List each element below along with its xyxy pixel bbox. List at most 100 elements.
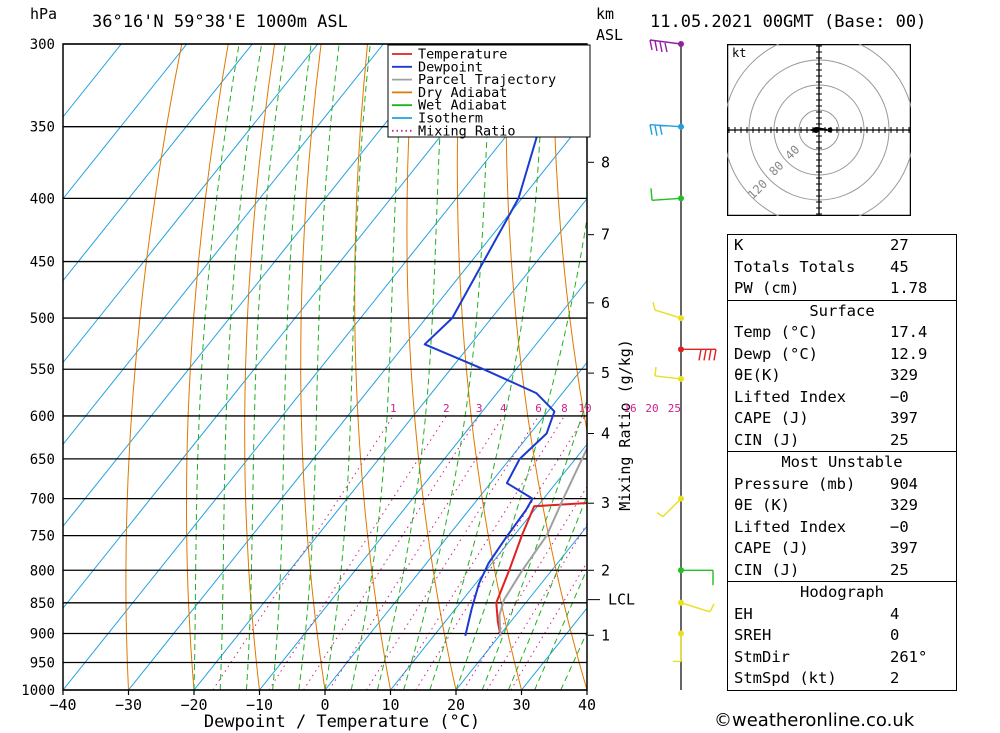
km-tick-label: 7: [601, 226, 610, 244]
mu-row: Lifted Index −0: [728, 517, 956, 539]
mixing-ratio-line: [365, 415, 539, 690]
wind-barb: [652, 301, 682, 319]
wind-level-dot: [678, 123, 684, 130]
totals-totals-value: 45: [890, 257, 909, 276]
legend-label: Dry Adiabat: [418, 85, 507, 101]
mixing-ratio-label: 2: [443, 402, 450, 415]
mu-li-value: −0: [890, 517, 909, 536]
dry-adiabat-line: [186, 44, 229, 690]
surface-row: θE(K) 329: [728, 365, 956, 387]
pressure-tick-label: 400: [30, 191, 55, 207]
km-tick-label: 8: [601, 153, 610, 171]
x-tick-label: −20: [180, 696, 207, 714]
isotherm-line: [390, 443, 587, 690]
hodograph-storm-motion: [813, 127, 819, 133]
dry-adiabat-line: [406, 44, 457, 690]
hodograph-table-title: Hodograph: [728, 581, 956, 604]
wind-barb: [656, 498, 682, 518]
mixing-ratio-label: 1: [390, 402, 397, 415]
sreh-value: 0: [890, 626, 900, 644]
copyright-link[interactable]: ©weatheronline.co.uk: [714, 710, 915, 731]
isotherm-line: [128, 116, 587, 690]
wet-adiabat-line: [507, 494, 587, 690]
km-tick-label: 6: [601, 294, 610, 312]
isotherm-line: [63, 44, 253, 282]
wind-barb: [654, 366, 682, 380]
x-tick-label: 30: [512, 696, 530, 714]
pressure-tick-label: 350: [30, 120, 55, 136]
wind-barb: [681, 348, 717, 361]
wet-adiabat-line: [193, 44, 240, 690]
mu-row: θE (K) 329: [728, 495, 956, 517]
pw-label: PW (cm): [734, 279, 800, 297]
dry-adiabat-line: [971, 44, 1000, 690]
lcl-label: LCL: [608, 591, 635, 609]
surface-dewp-value: 12.9: [890, 344, 928, 363]
eh-value: 4: [890, 604, 900, 623]
x-axis-title: Dewpoint / Temperature (°C): [204, 712, 480, 732]
mixing-ratio-line: [303, 415, 480, 690]
surface-title: Surface: [728, 299, 956, 323]
surface-row: CIN (J) 25: [728, 430, 956, 452]
mixing-ratio-line: [328, 415, 504, 690]
isotherm-line: [63, 44, 188, 200]
totals-totals-row: Totals Totals 45: [728, 257, 956, 279]
x-tick-label: 20: [447, 696, 465, 714]
k-index-value: 27: [890, 236, 909, 254]
eh-label: EH: [734, 604, 753, 623]
k-index-row: K 27: [728, 235, 956, 257]
wind-barb: [650, 188, 682, 202]
legend-label: Parcel Trajectory: [418, 72, 556, 88]
isotherm-line: [63, 44, 384, 446]
mu-row: Pressure (mb) 904: [728, 474, 956, 496]
hodo-row: StmSpd (kt) 2: [728, 668, 956, 690]
pressure-tick-label: 800: [30, 563, 55, 579]
isotherm-line: [63, 44, 122, 118]
surface-cape-value: 397: [890, 409, 918, 427]
totals-totals-label: Totals Totals: [734, 257, 856, 276]
datetime-title: 11.05.2021 00GMT (Base: 00): [650, 12, 927, 32]
pressure-tick-label: 850: [30, 596, 55, 612]
surface-row: CAPE (J) 397: [728, 408, 956, 430]
legend-label: Dewpoint: [418, 59, 483, 75]
km-unit-label: km: [596, 5, 615, 23]
isotherm-line: [63, 44, 581, 690]
x-tick-label: 10: [381, 696, 399, 714]
dry-adiabat-line: [552, 44, 587, 434]
wind-barb: [673, 633, 682, 663]
mixing-ratio-line: [393, 415, 565, 690]
x-tick-label: 40: [578, 696, 596, 714]
wind-barb: [680, 602, 715, 613]
pressure-tick-label: 900: [30, 626, 55, 642]
mixing-ratio-label: 4: [500, 402, 507, 415]
parcel-trajectory-profile: [498, 446, 587, 636]
isotherm-line: [455, 525, 587, 690]
pressure-tick-label: 300: [30, 37, 55, 53]
k-index-label: K: [734, 236, 744, 254]
wet-adiabat-line: [429, 44, 546, 690]
mu-pressure-label: Pressure (mb): [734, 474, 856, 493]
hodograph-point: [827, 127, 833, 133]
km-tick-label: 3: [601, 494, 610, 512]
dewpoint-profile: [423, 96, 587, 637]
surface-row: Dewp (°C) 12.9: [728, 344, 956, 366]
isotherm-line: [63, 44, 319, 364]
mixing-ratio-label: 3: [476, 402, 483, 415]
wet-adiabat-line: [245, 44, 286, 690]
dry-adiabat-line: [354, 44, 391, 690]
surface-cin-value: 25: [890, 430, 909, 449]
mixing-ratio-label: 8: [561, 402, 568, 415]
mixing-ratio-label: 20: [645, 402, 658, 415]
wind-barb: [649, 39, 682, 53]
km-tick-label: 5: [601, 364, 610, 382]
pressure-tick-label: 550: [30, 362, 55, 378]
legend-box: [387, 44, 591, 138]
stmdir-value: 261°: [890, 647, 928, 666]
surface-row: Lifted Index −0: [728, 387, 956, 409]
mu-thetae-label: θE (K): [734, 496, 790, 514]
surface-dewp-label: Dewp (°C): [734, 344, 818, 363]
pw-value: 1.78: [890, 279, 928, 297]
wet-adiabat-line: [298, 44, 340, 690]
mu-pressure-value: 904: [890, 474, 918, 493]
